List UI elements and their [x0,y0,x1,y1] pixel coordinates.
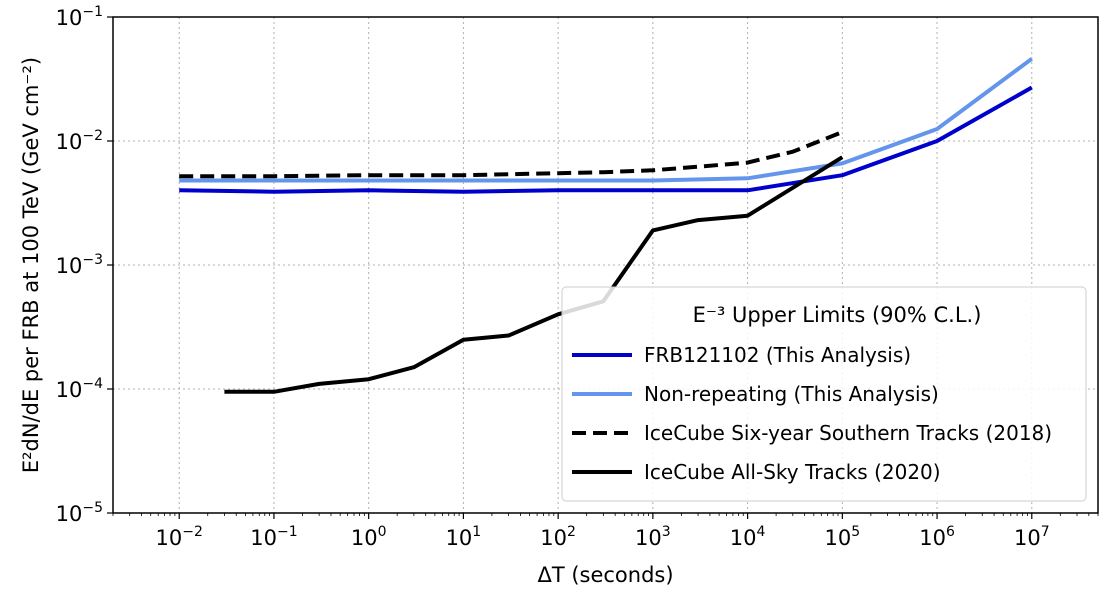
x-tick-label: 103 [635,524,671,550]
axis-ticks: 10−2 10−1 100 101 102 103 104 105 106 107 10−5 10−4… [56,4,1099,550]
x-tick-label: 104 [730,524,766,550]
y-axis-label: E²dN/dE per FRB at 100 TeV (GeV cm⁻²) [19,57,43,473]
y-tick-label: 10−4 [56,376,103,402]
series-line-1 [179,85,1033,194]
y-tick-label: 10−2 [56,128,103,154]
legend-label: IceCube Six-year Southern Tracks (2018) [644,421,1052,445]
x-axis-label: ΔT (seconds) [537,563,673,587]
x-tick-label: 10−2 [156,524,203,550]
x-tick-label: 107 [1014,524,1050,550]
legend-title: E⁻³ Upper Limits (90% C.L.) [693,303,982,327]
legend-box [561,286,1087,502]
legend-label: IceCube All-Sky Tracks (2020) [644,460,941,484]
y-tick-label: 10−1 [56,4,103,30]
x-tick-label: 10−1 [250,524,297,550]
legend-entries: FRB121102 (This Analysis) Non-repeating (… [572,343,1052,484]
legend: E⁻³ Upper Limits (90% C.L.) FRB121102 (T… [561,286,1087,502]
series-line-2 [179,57,1033,183]
x-tick-label: 105 [824,524,860,550]
y-tick-label: 10−3 [56,252,103,278]
series-line-3 [179,130,844,179]
x-tick-label: 102 [540,524,576,550]
x-tick-label: 106 [919,524,955,550]
legend-label: FRB121102 (This Analysis) [644,343,911,367]
x-tick-label: 100 [351,524,387,550]
legend-label: Non-repeating (This Analysis) [644,382,939,406]
x-tick-label: 101 [446,524,482,550]
series-line-4 [224,155,844,394]
series-layer [179,57,1033,394]
y-tick-label: 10−5 [56,500,103,526]
